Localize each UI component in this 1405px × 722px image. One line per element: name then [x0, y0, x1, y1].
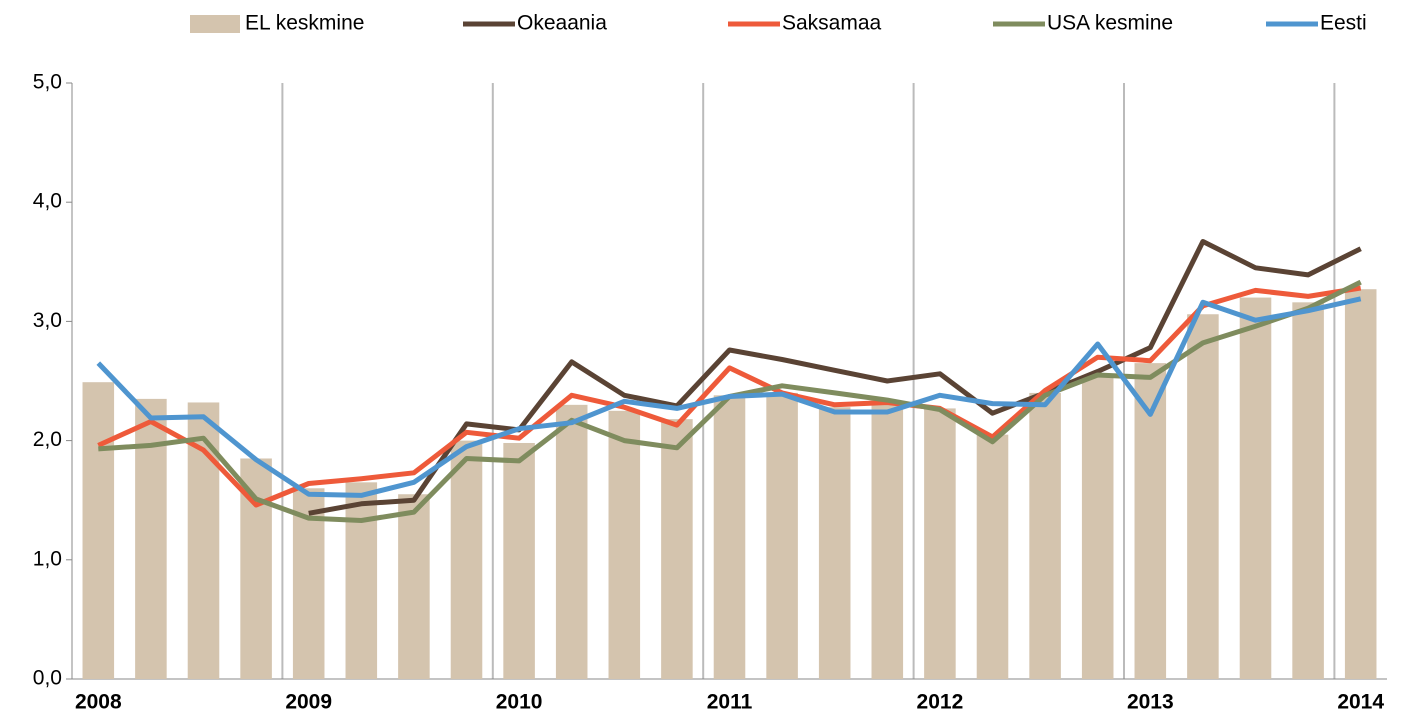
- bar: [135, 398, 167, 679]
- bar: [608, 410, 641, 679]
- y-tick-label: 0,0: [33, 667, 62, 690]
- bar: [766, 392, 798, 679]
- bar: [1081, 375, 1114, 679]
- x-tick-label: 2014: [1337, 691, 1384, 714]
- bar: [713, 395, 746, 679]
- legend-label: USA kesmine: [1047, 12, 1173, 35]
- bar: [1239, 297, 1272, 679]
- y-tick-label: 3,0: [33, 309, 62, 332]
- x-tick-label: 2009: [285, 691, 332, 714]
- legend-label: Saksamaa: [782, 12, 882, 35]
- bar: [924, 408, 956, 679]
- bar: [871, 404, 904, 679]
- x-tick-label: 2008: [75, 691, 122, 714]
- line: [96, 296, 1362, 498]
- bar: [450, 440, 483, 679]
- bar: [555, 404, 588, 679]
- x-tick-label: 2013: [1127, 691, 1174, 714]
- legend-swatch: [190, 15, 240, 33]
- bar: [398, 494, 430, 679]
- bar: [82, 382, 115, 679]
- bar: [818, 407, 851, 679]
- legend-label: Okeaania: [517, 12, 607, 35]
- line: [308, 239, 1362, 516]
- bar: [661, 419, 693, 679]
- x-tick-label: 2011: [707, 691, 753, 714]
- bar: [503, 442, 535, 679]
- bar: [1344, 289, 1377, 679]
- legend-label: Eesti: [1320, 12, 1367, 35]
- line: [97, 285, 1362, 508]
- y-tick-label: 1,0: [33, 547, 62, 570]
- x-tick-label: 2010: [496, 691, 543, 714]
- bar: [1292, 302, 1324, 679]
- bar: [1029, 392, 1061, 679]
- y-tick-label: 2,0: [33, 428, 62, 451]
- bar: [1187, 314, 1219, 679]
- bar: [345, 482, 378, 679]
- y-tick-label: 4,0: [33, 190, 62, 213]
- y-tick-label: 5,0: [33, 71, 62, 94]
- x-tick-label: 2012: [917, 691, 964, 714]
- bar: [976, 434, 1009, 679]
- legend-label: EL keskmine: [245, 12, 364, 35]
